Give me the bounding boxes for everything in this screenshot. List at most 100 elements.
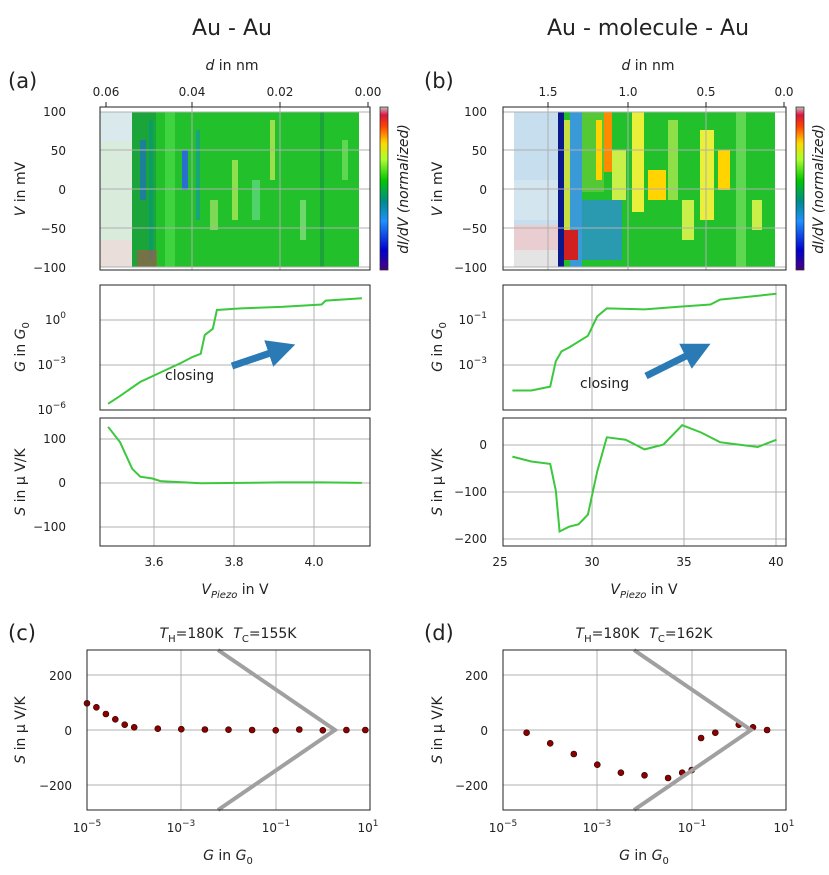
cond-ytick-right-0-base: 10: [458, 313, 473, 327]
scatter-point-left-14: [343, 726, 350, 734]
map-ytick-left-1: 50: [51, 144, 66, 158]
cond-ytick-left-1-exp: −3: [53, 356, 66, 366]
scatter-tc-left: T: [233, 626, 243, 642]
thermopower-right: 0 −100 −200 S in μ V/K 25 30 35 40 VPiez…: [430, 417, 787, 601]
thermopower-trace-left: [107, 426, 362, 485]
scatter-xlabel-left: G in G0: [203, 848, 253, 867]
scatter-xunit-right: in: [630, 848, 652, 864]
colorbar-left: dI/dV (normalized): [379, 106, 412, 271]
scatter-xsub-right: 0: [663, 856, 669, 867]
scatter-xtick-right-0: 10−5: [489, 819, 518, 835]
map-ylabel-right: V in mV: [430, 161, 446, 216]
scatter-xtick-right-2-base: 10: [678, 821, 693, 835]
scatter-yvar-left: S: [13, 755, 29, 764]
cond-ytick-left-1-base: 10: [37, 358, 52, 372]
colorbar-label-left: dI/dV (normalized): [396, 124, 412, 254]
scatter-xtick-right-1-exp: −3: [598, 819, 611, 829]
scatter-ylabel-right: S in μ V/K: [430, 695, 446, 763]
conductance-left: closing 100 10−3 10−6 G in G0: [13, 284, 371, 417]
scatter-point-left-15: [361, 726, 369, 734]
xtick-left-0: 3.6: [144, 555, 163, 569]
thermo-yunit-right: in μ V/K: [430, 447, 446, 506]
scatter-title-right: TH=180K TC=162K: [576, 626, 714, 645]
scatter-point-right-5: [641, 771, 648, 779]
panel-label-c: (c): [8, 621, 36, 645]
scatter-point-left-10: [248, 726, 256, 734]
cond-ytick-right-0-exp: −1: [474, 311, 487, 321]
map-ytick-left-0: 100: [43, 105, 66, 119]
cond-yunit-right: in: [430, 339, 446, 361]
scatter-xtick-left-3-exp: 1: [373, 819, 379, 829]
conductance-trace-left: [107, 297, 362, 405]
cond-ytick-left-0-exp: 0: [60, 311, 66, 321]
xlabel-right: VPiezo in V: [610, 582, 678, 601]
scatter-xtick-left-3: 101: [357, 819, 378, 835]
cond-ytick-left-2-base: 10: [37, 403, 52, 417]
scatter-point-left-6: [154, 725, 162, 733]
scatter-xtick-left-1-exp: −3: [182, 819, 195, 829]
closing-arrow-right: [644, 343, 711, 380]
scatter-xtick-left-2-base: 10: [262, 821, 277, 835]
scatter-xg-right: G: [652, 848, 663, 864]
xlabel-var-left: V: [201, 582, 212, 598]
conductance-trace-right: [512, 292, 777, 392]
scatter-tc-sub-right: C: [658, 634, 665, 645]
map-yunit-right: in mV: [430, 161, 446, 206]
cond-yg-right: G: [430, 328, 446, 339]
scatter-th-sub-right: H: [584, 634, 592, 645]
top-tick-right-3: 0.0: [774, 85, 793, 99]
scatter-point-right-9: [697, 734, 705, 742]
scatter-title-left: TH=180K TC=155K: [160, 626, 298, 645]
cond-ytick-right-1-exp: −3: [474, 356, 487, 366]
scatter-yunit-right: in μ V/K: [430, 695, 446, 754]
cond-ytick-left-2-exp: −6: [53, 401, 67, 411]
cond-ytick-left-0: 100: [45, 311, 66, 327]
thermopower-left: 100 0 −100 S in μ V/K 3.6 3.8 4.0 VPiezo…: [13, 417, 371, 601]
scatter-xvar-right: G: [619, 848, 630, 864]
scatter-xtick-right-2-exp: −1: [693, 819, 706, 829]
scatter-point-right-4: [617, 769, 625, 777]
thermo-ytick-right-2: −200: [454, 532, 487, 546]
cond-ylabel-right: G in G0: [430, 322, 449, 372]
top-axis-unit-right: in nm: [630, 58, 674, 74]
cond-ytick-right-1: 10−3: [458, 356, 487, 372]
scatter-tc-val-left: =155K: [249, 626, 297, 642]
scatter-xsub-left: 0: [247, 856, 253, 867]
thermo-ytick-left-0: 100: [43, 432, 66, 446]
map-ytick-left-3: −50: [41, 222, 66, 236]
thermo-ytick-left-2: −100: [33, 520, 66, 534]
top-tick-left-2: 0.02: [267, 85, 294, 99]
cond-ylabel-left: G in G0: [13, 322, 32, 372]
scatter-right: TH=180K TC=162K 200 0 −200 S in μ V/K 10−…: [430, 626, 795, 867]
scatter-point-right-2: [570, 750, 578, 758]
scatter-th-val-right: =180K: [592, 626, 640, 642]
thermo-ytick-left-1: 0: [58, 476, 66, 490]
scatter-th-sub-left: H: [168, 634, 176, 645]
panel-label-a: (a): [8, 69, 37, 93]
scatter-point-right-10: [711, 729, 719, 737]
thermo-ylabel-right: S in μ V/K: [430, 447, 446, 515]
scatter-point-left-4: [121, 721, 128, 729]
heatmap-left-yaxis: 100 50 0 −50 −100 V in mV: [13, 105, 66, 275]
scatter-xg-left: G: [236, 848, 247, 864]
xlabel-unit-left: in V: [237, 582, 269, 598]
xtick-right-2: 35: [676, 555, 691, 569]
scatter-yunit-left: in μ V/K: [13, 695, 29, 754]
cond-ysub-right: 0: [438, 322, 449, 328]
closing-label-left: closing: [165, 368, 214, 384]
scatter-point-right-13: [763, 726, 771, 734]
scatter-xtick-right-3-exp: 1: [789, 819, 795, 829]
scatter-tc-sub-left: C: [242, 634, 249, 645]
xlabel-sub-left: Piezo: [211, 590, 237, 601]
scatter-xtick-left-0: 10−5: [73, 819, 102, 835]
scatter-ytick-left-2: −200: [39, 779, 72, 793]
scatter-point-right-6: [664, 774, 672, 782]
scatter-point-left-9: [225, 726, 232, 734]
scatter-xtick-left-1-base: 10: [167, 821, 182, 835]
scatter-xtick-right-0-base: 10: [489, 821, 504, 835]
top-axis-label-right: d in nm: [621, 58, 674, 74]
scatter-xtick-right-1: 10−3: [583, 819, 612, 835]
scatter-left: TH=180K TC=155K 200 0 −200 S in μ V/K 10−…: [13, 626, 379, 867]
scatter-xtick-right-3-base: 10: [773, 821, 788, 835]
